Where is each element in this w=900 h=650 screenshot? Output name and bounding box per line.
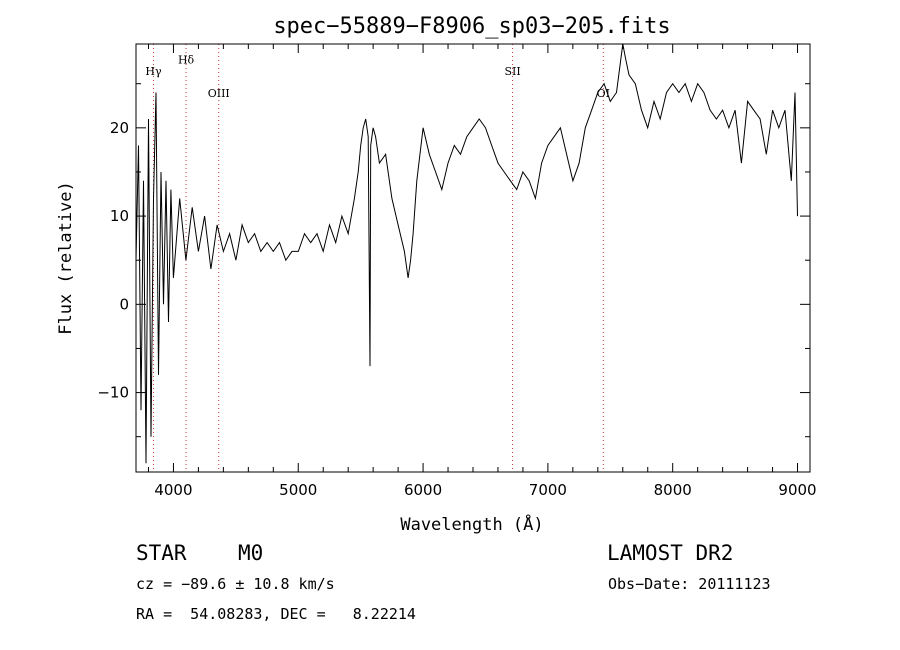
line-label-OIII: OIII: [208, 87, 230, 100]
x-tick-label: 4000: [154, 481, 192, 499]
x-tick-label: 9000: [778, 481, 816, 499]
x-tick-label: 5000: [279, 481, 317, 499]
x-axis-label: Wavelength (Å): [400, 513, 543, 535]
x-tick-label: 6000: [404, 481, 442, 499]
y-tick-label: 20: [110, 119, 129, 137]
line-label-SII: SII: [504, 65, 520, 78]
ra-dec-coordinates: RA = 54.08283, DEC = 8.22214: [136, 605, 416, 623]
y-axis-ticks: −10 0 10 20: [97, 83, 810, 438]
x-tick-label: 8000: [654, 481, 692, 499]
spectrum-line: [135, 43, 798, 464]
object-subclass: M0: [238, 541, 264, 565]
redshift-cz: cz = −89.6 ± 10.8 km/s: [136, 575, 335, 593]
observation-date: Obs−Date: 20111123: [608, 575, 771, 593]
object-class: STAR: [136, 541, 187, 565]
y-tick-label: 0: [119, 295, 129, 313]
survey-name: LAMOST DR2: [607, 541, 734, 565]
chart-title: spec−55889−F8906_sp03−205.fits: [273, 14, 670, 39]
y-tick-label: −10: [97, 384, 129, 402]
line-label-Hδ: Hδ: [178, 53, 195, 66]
line-label-Hγ: Hγ: [145, 65, 162, 78]
x-axis-ticks: 4000 5000 6000 7000 8000 9000: [147, 44, 817, 499]
y-tick-label: 10: [110, 207, 129, 225]
x-tick-label: 7000: [529, 481, 567, 499]
y-axis-label: Flux (relative): [56, 181, 76, 335]
